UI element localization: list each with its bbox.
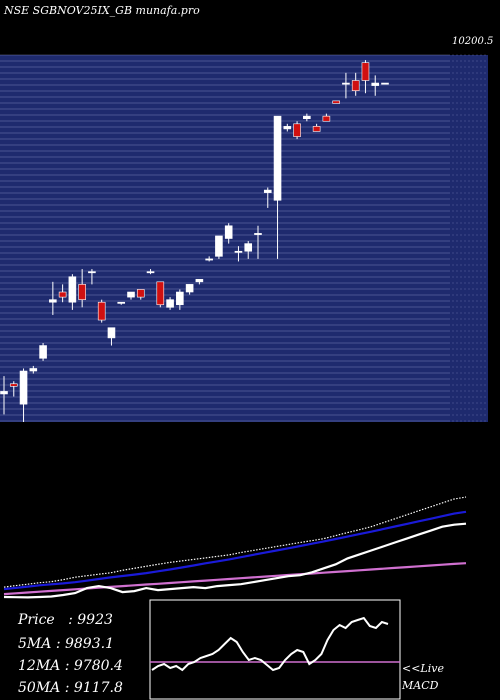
candle-up [29, 368, 38, 372]
candle-up [205, 258, 213, 261]
candle-down [97, 301, 106, 321]
candle-up [234, 250, 243, 253]
candle-down [58, 291, 67, 298]
candle-up [244, 243, 253, 252]
ma50-value: 9117.8 [73, 680, 123, 696]
indicator-line-3 [3, 522, 467, 599]
price-panel [0, 54, 488, 422]
candle-up [49, 299, 57, 303]
macd-caption: <<Live MACD [402, 660, 444, 694]
candle-up [176, 291, 184, 306]
price-axis-top-label: 10200.5 [452, 36, 494, 47]
candle-down [351, 80, 360, 91]
candle-down [312, 126, 321, 132]
ma5-readout: 5MA : 9893.1 [18, 636, 114, 652]
candle-down [293, 123, 301, 137]
candle-up [263, 189, 272, 193]
macd-panel [149, 599, 401, 700]
macd-label: MACD [402, 679, 439, 692]
macd-line [151, 616, 389, 672]
candle-down [322, 115, 331, 122]
ma12-readout: 12MA : 9780.4 [18, 658, 123, 674]
chart-title: NSE SGBNOV25IX_GB munafa.pro [4, 4, 200, 17]
candle-up [88, 271, 96, 274]
candle-down [361, 62, 370, 81]
price-value: 9923 [77, 612, 113, 628]
ma12-value: 9780.4 [73, 658, 123, 674]
ma5-value: 9893.1 [64, 636, 114, 652]
candle-up [381, 82, 389, 85]
candle-up [224, 225, 233, 239]
candle-down [9, 383, 18, 387]
candle-up [19, 370, 28, 405]
candle-down [156, 281, 165, 306]
candle-down [78, 284, 86, 300]
candle-down [332, 100, 340, 104]
candle-up [371, 82, 380, 86]
price-readout: Price : 9923 [18, 612, 113, 628]
candle-up [127, 291, 135, 298]
candle-up [117, 301, 126, 304]
candle-up [303, 115, 311, 120]
candle-up [68, 276, 77, 303]
candle-down [136, 289, 145, 298]
candle-up [283, 126, 292, 130]
indicator-line-0 [3, 496, 467, 588]
candle-up [215, 235, 223, 257]
indicator-line-2 [3, 562, 467, 596]
candle-up [0, 391, 8, 395]
candle-up [254, 233, 262, 235]
live-link[interactable]: <<Live [402, 662, 444, 675]
candle-up [166, 299, 174, 308]
indicator-line-1 [3, 510, 467, 591]
candle-up [342, 82, 350, 85]
macd-frame [149, 599, 401, 700]
indicator-panel [3, 496, 467, 599]
candle-up [185, 284, 194, 293]
candle-up [273, 115, 282, 201]
ma50-readout: 50MA : 9117.8 [18, 680, 123, 696]
candle-up [146, 271, 155, 274]
candle-up [39, 345, 47, 359]
candle-up [195, 278, 204, 283]
candle-up [107, 327, 116, 339]
